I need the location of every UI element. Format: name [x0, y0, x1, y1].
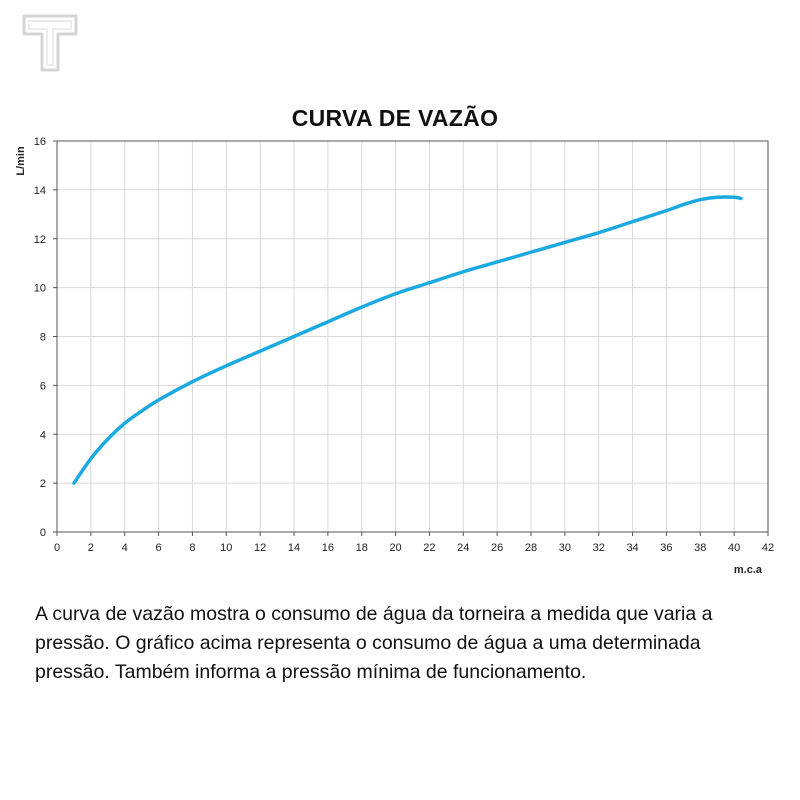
chart-description: A curva de vazão mostra o consumo de águ… [35, 603, 713, 683]
x-tick-label: 6 [156, 542, 162, 554]
x-tick-label: 16 [322, 542, 334, 554]
x-tick-label: 34 [626, 542, 638, 554]
x-tick-label: 14 [288, 542, 300, 554]
x-tick-label: 10 [220, 542, 232, 554]
x-tick-label: 22 [423, 542, 435, 554]
x-tick-label: 4 [122, 542, 128, 554]
x-tick-label: 36 [660, 542, 672, 554]
x-tick-label: 12 [254, 542, 266, 554]
chart-svg: 0 2 4 6 8 10 12 14 16 18 20 22 24 26 28 30 32 34 36 38 40 420… [15, 136, 774, 576]
x-tick-label: 30 [559, 542, 571, 554]
x-tick-label: 28 [525, 542, 537, 554]
flow-curve-chart: 0 2 4 6 8 10 12 14 16 18 20 22 24 26 28 30 32 34 36 38 40 42 0… [0, 130, 800, 580]
x-tick-label: 38 [694, 542, 706, 554]
x-tick-label: 26 [491, 542, 503, 554]
y-axis-label: L/min [15, 146, 27, 176]
x-tick-label: 20 [389, 542, 401, 554]
y-tick-label: 0 [40, 527, 46, 539]
brand-logo [20, 12, 80, 74]
y-tick-label: 2 [40, 478, 46, 490]
x-tick-label: 2 [88, 542, 94, 554]
x-tick-label: 0 [54, 542, 60, 554]
x-axis-label: m.c.a [734, 564, 763, 576]
y-tick-label: 6 [40, 380, 46, 392]
x-tick-label: 8 [189, 542, 195, 554]
y-tick-label: 8 [40, 332, 46, 344]
y-tick-label: 14 [34, 185, 46, 197]
y-tick-label: 16 [34, 136, 46, 148]
flow-curve-line [72, 195, 743, 485]
y-tick-label: 4 [40, 429, 46, 441]
x-tick-label: 32 [593, 542, 605, 554]
x-tick-label: 42 [762, 542, 774, 554]
chart-title: CURVA DE VAZÃO [291, 105, 499, 131]
x-tick-label: 40 [728, 542, 740, 554]
x-tick-label: 18 [356, 542, 368, 554]
y-tick-label: 12 [34, 234, 46, 246]
y-tick-label: 10 [34, 283, 46, 295]
x-tick-label: 24 [457, 542, 469, 554]
